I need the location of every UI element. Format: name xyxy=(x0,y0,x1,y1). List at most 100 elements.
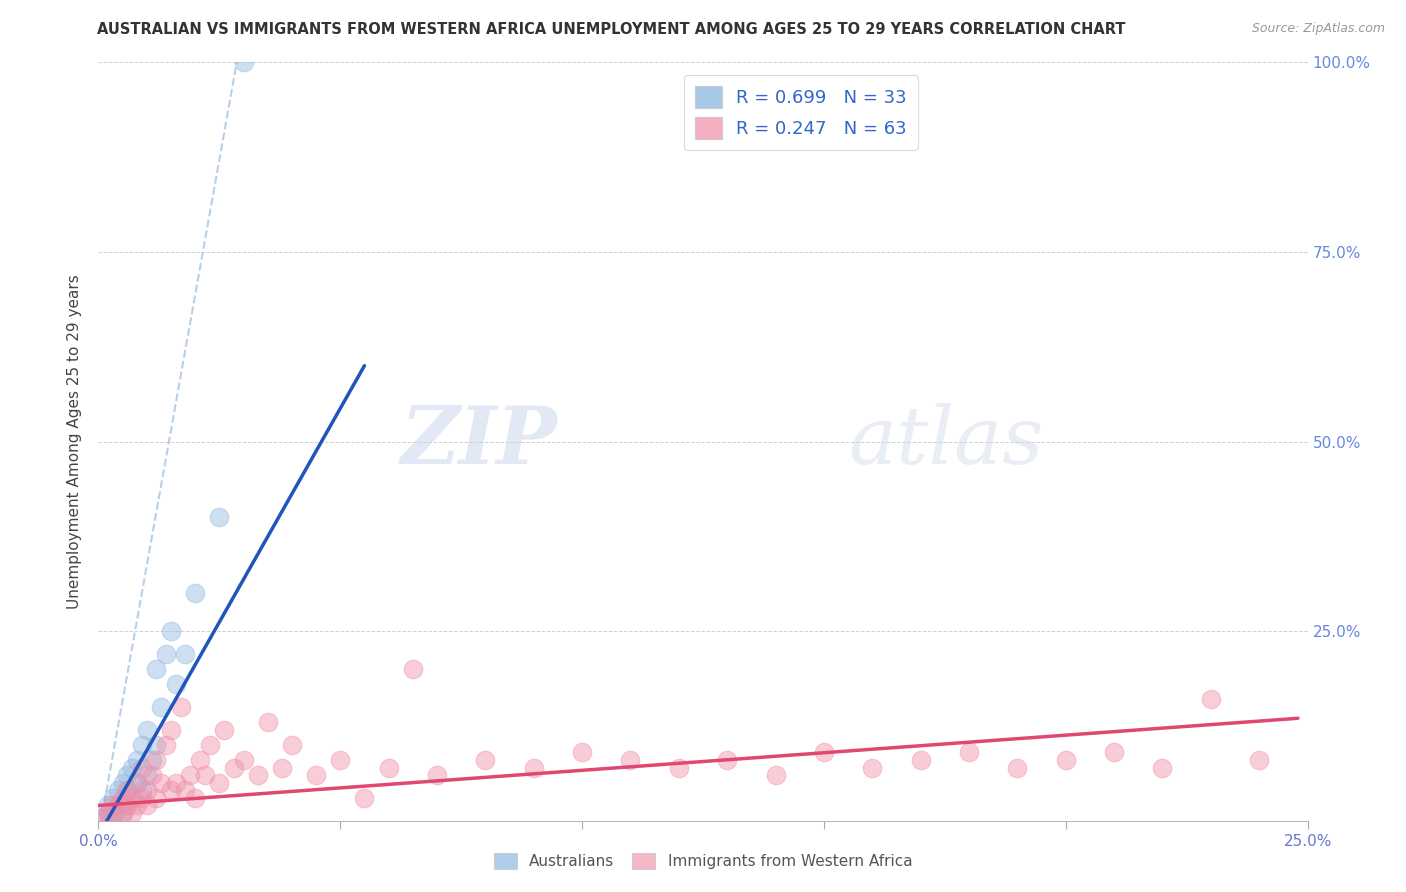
Point xyxy=(619,753,641,767)
Point xyxy=(150,699,173,714)
Point xyxy=(474,753,496,767)
Point xyxy=(329,753,352,767)
Point xyxy=(198,738,221,752)
Point xyxy=(117,783,139,797)
Point xyxy=(111,806,134,821)
Point xyxy=(127,753,149,767)
Point xyxy=(305,768,328,782)
Point xyxy=(145,662,167,676)
Y-axis label: Unemployment Among Ages 25 to 29 years: Unemployment Among Ages 25 to 29 years xyxy=(67,274,83,609)
Text: ZIP: ZIP xyxy=(401,403,558,480)
Point xyxy=(377,760,399,774)
Point xyxy=(127,776,149,790)
Point xyxy=(247,768,270,782)
Point xyxy=(353,791,375,805)
Point xyxy=(107,798,129,813)
Point xyxy=(131,791,153,805)
Point xyxy=(150,776,173,790)
Point xyxy=(111,776,134,790)
Point xyxy=(117,798,139,813)
Point xyxy=(145,738,167,752)
Point xyxy=(127,798,149,813)
Point xyxy=(107,783,129,797)
Point xyxy=(145,753,167,767)
Point xyxy=(91,810,114,824)
Point xyxy=(765,768,787,782)
Point xyxy=(1152,760,1174,774)
Point xyxy=(97,806,120,821)
Point xyxy=(135,798,157,813)
Point xyxy=(1102,746,1125,760)
Point xyxy=(232,753,254,767)
Point xyxy=(208,776,231,790)
Point xyxy=(716,753,738,767)
Point xyxy=(117,783,139,797)
Point xyxy=(101,798,124,813)
Point xyxy=(165,776,187,790)
Point xyxy=(426,768,449,782)
Point xyxy=(208,510,231,524)
Point xyxy=(135,723,157,737)
Point xyxy=(117,768,139,782)
Point xyxy=(402,662,425,676)
Point xyxy=(194,768,217,782)
Point xyxy=(121,791,143,805)
Point xyxy=(1054,753,1077,767)
Point xyxy=(165,677,187,691)
Point xyxy=(184,791,207,805)
Point xyxy=(107,798,129,813)
Point xyxy=(121,760,143,774)
Point xyxy=(145,791,167,805)
Point xyxy=(141,753,163,767)
Point xyxy=(131,760,153,774)
Point xyxy=(184,586,207,600)
Point xyxy=(271,760,294,774)
Point xyxy=(111,806,134,821)
Point xyxy=(571,746,593,760)
Point xyxy=(127,776,149,790)
Point xyxy=(97,798,120,813)
Point xyxy=(141,768,163,782)
Point xyxy=(131,783,153,797)
Legend: R = 0.699   N = 33, R = 0.247   N = 63: R = 0.699 N = 33, R = 0.247 N = 63 xyxy=(683,75,918,150)
Point xyxy=(91,810,114,824)
Point xyxy=(155,738,177,752)
Point xyxy=(281,738,304,752)
Text: Source: ZipAtlas.com: Source: ZipAtlas.com xyxy=(1251,22,1385,36)
Point xyxy=(101,791,124,805)
Point xyxy=(135,783,157,797)
Text: AUSTRALIAN VS IMMIGRANTS FROM WESTERN AFRICA UNEMPLOYMENT AMONG AGES 25 TO 29 YE: AUSTRALIAN VS IMMIGRANTS FROM WESTERN AF… xyxy=(97,22,1126,37)
Point xyxy=(121,806,143,821)
Point xyxy=(169,699,191,714)
Point xyxy=(1007,760,1029,774)
Point xyxy=(179,768,201,782)
Point xyxy=(160,723,183,737)
Point xyxy=(222,760,245,774)
Point xyxy=(174,647,197,661)
Point xyxy=(1199,692,1222,706)
Text: atlas: atlas xyxy=(848,403,1043,480)
Point xyxy=(117,798,139,813)
Point xyxy=(212,723,235,737)
Point xyxy=(101,810,124,824)
Point xyxy=(860,760,883,774)
Point xyxy=(232,55,254,70)
Point xyxy=(131,738,153,752)
Point xyxy=(910,753,932,767)
Point xyxy=(523,760,546,774)
Point xyxy=(160,624,183,639)
Point xyxy=(957,746,980,760)
Point xyxy=(111,791,134,805)
Point xyxy=(256,715,278,730)
Point xyxy=(188,753,211,767)
Point xyxy=(135,768,157,782)
Point xyxy=(111,791,134,805)
Point xyxy=(668,760,690,774)
Point xyxy=(101,810,124,824)
Point xyxy=(97,806,120,821)
Point xyxy=(121,791,143,805)
Point xyxy=(155,647,177,661)
Point xyxy=(174,783,197,797)
Point xyxy=(101,806,124,821)
Legend: Australians, Immigrants from Western Africa: Australians, Immigrants from Western Afr… xyxy=(488,847,918,875)
